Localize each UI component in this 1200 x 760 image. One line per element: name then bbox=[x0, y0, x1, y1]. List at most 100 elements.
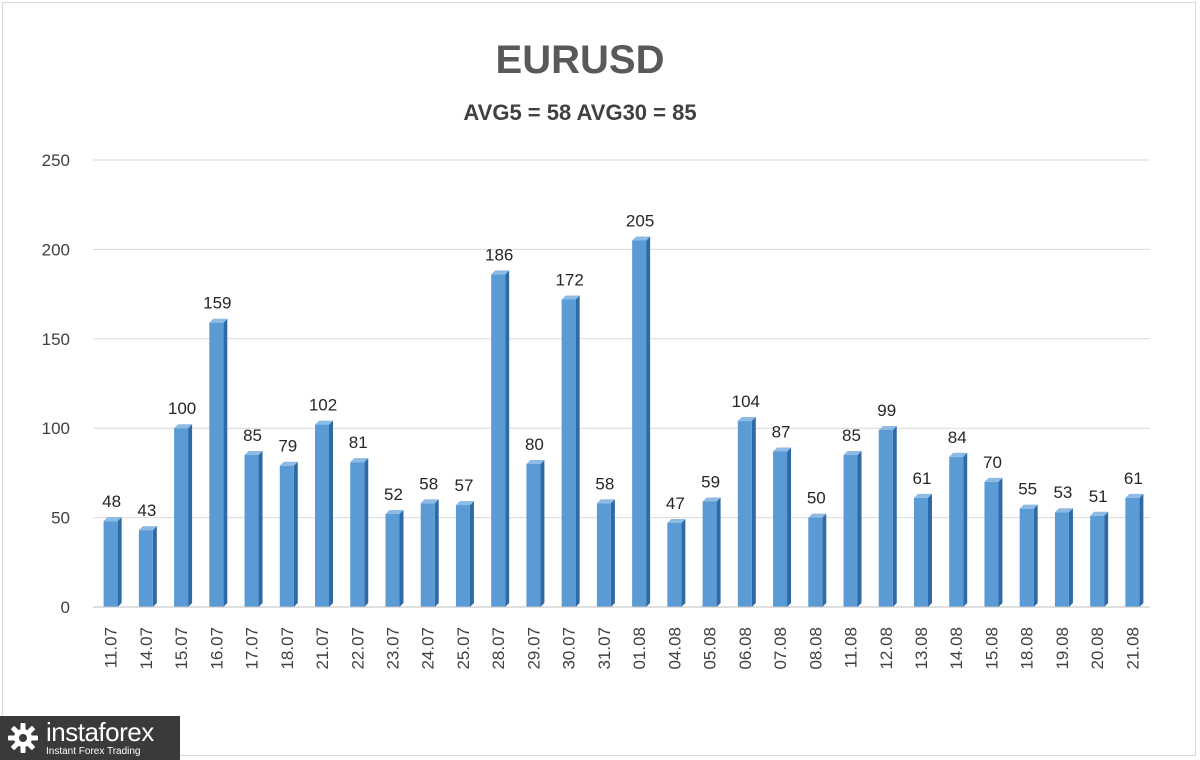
bar-side bbox=[963, 452, 968, 607]
bar-top bbox=[103, 517, 122, 522]
x-tick-label: 07.08 bbox=[771, 627, 790, 670]
y-tick-label: 50 bbox=[51, 509, 70, 528]
bar-top bbox=[596, 499, 615, 504]
bar-side bbox=[716, 497, 721, 607]
bar bbox=[1054, 512, 1069, 607]
bar bbox=[491, 274, 506, 607]
x-tick-label: 15.08 bbox=[982, 627, 1001, 670]
bar-top bbox=[667, 518, 686, 523]
data-label: 186 bbox=[485, 245, 513, 264]
bar bbox=[773, 451, 788, 607]
bar-side bbox=[117, 517, 122, 607]
x-tick-label: 13.08 bbox=[912, 627, 931, 670]
x-tick-label: 22.07 bbox=[348, 627, 367, 670]
bar-side bbox=[681, 518, 686, 607]
bar bbox=[1019, 508, 1034, 607]
bar bbox=[455, 505, 470, 607]
bar bbox=[667, 522, 682, 607]
x-tick-label: 17.07 bbox=[243, 627, 262, 670]
x-tick-label: 08.08 bbox=[806, 627, 825, 670]
y-tick-label: 150 bbox=[42, 330, 70, 349]
bar bbox=[138, 530, 153, 607]
bar-top bbox=[244, 451, 263, 456]
x-tick-label: 18.07 bbox=[278, 627, 297, 670]
data-label: 70 bbox=[983, 453, 1002, 472]
data-label: 55 bbox=[1018, 480, 1037, 499]
bar bbox=[244, 455, 259, 607]
bar-side bbox=[927, 493, 932, 607]
x-tick-label: 25.07 bbox=[454, 627, 473, 670]
x-tick-label: 28.07 bbox=[489, 627, 508, 670]
bar bbox=[561, 299, 576, 607]
data-label: 79 bbox=[278, 437, 297, 456]
bar bbox=[702, 501, 717, 607]
x-tick-label: 11.07 bbox=[102, 627, 121, 668]
x-tick-label: 23.07 bbox=[383, 627, 402, 670]
data-label: 47 bbox=[666, 494, 685, 513]
bar-side bbox=[1139, 493, 1144, 607]
chart-subtitle: AVG5 = 58 AVG30 = 85 bbox=[463, 100, 697, 125]
bar bbox=[209, 322, 224, 607]
data-label: 84 bbox=[948, 428, 967, 447]
x-tick-label: 05.08 bbox=[701, 627, 720, 670]
data-label: 205 bbox=[626, 211, 654, 230]
bar bbox=[420, 503, 435, 607]
y-tick-label: 200 bbox=[42, 240, 70, 259]
bar-top bbox=[984, 477, 1003, 482]
data-label: 52 bbox=[384, 485, 403, 504]
bar-top bbox=[737, 417, 756, 422]
bar-top bbox=[420, 499, 439, 504]
y-tick-label: 250 bbox=[42, 151, 70, 170]
x-tick-label: 30.07 bbox=[560, 627, 579, 670]
y-tick-label: 0 bbox=[61, 598, 70, 617]
bar-side bbox=[223, 318, 228, 607]
bar-top bbox=[949, 452, 968, 457]
chart-title: EURUSD bbox=[495, 38, 665, 82]
bar-side bbox=[258, 451, 263, 607]
instaforex-logo: instaforex Instant Forex Trading bbox=[0, 716, 180, 760]
bar-side bbox=[399, 510, 404, 607]
data-label: 87 bbox=[772, 422, 791, 441]
bar-side bbox=[152, 526, 157, 607]
data-label: 104 bbox=[732, 392, 760, 411]
data-label: 59 bbox=[701, 473, 720, 492]
bar bbox=[949, 456, 964, 607]
bar bbox=[279, 465, 294, 607]
bar-side bbox=[434, 499, 439, 607]
bar-top bbox=[279, 461, 298, 466]
bar-top bbox=[455, 501, 474, 506]
bar-side bbox=[751, 417, 756, 607]
bar bbox=[808, 517, 823, 607]
x-tick-label: 01.08 bbox=[630, 627, 649, 670]
data-label: 58 bbox=[419, 474, 438, 493]
bar bbox=[984, 481, 999, 607]
data-label: 57 bbox=[454, 476, 473, 495]
data-label: 172 bbox=[555, 270, 583, 289]
data-label: 48 bbox=[102, 492, 121, 511]
bar-top bbox=[138, 526, 157, 531]
bar-top bbox=[843, 451, 862, 456]
bar-top bbox=[913, 493, 932, 498]
data-label: 43 bbox=[137, 501, 156, 520]
bar-side bbox=[505, 270, 510, 607]
x-tick-label: 29.07 bbox=[524, 627, 543, 670]
data-label: 81 bbox=[349, 433, 368, 452]
bar-side bbox=[1104, 511, 1109, 607]
bar-side bbox=[188, 424, 193, 607]
x-tick-label: 11.08 bbox=[842, 627, 861, 668]
bar-side bbox=[575, 295, 580, 607]
data-label: 85 bbox=[243, 426, 262, 445]
bar-top bbox=[632, 236, 651, 241]
bar-top bbox=[1054, 508, 1073, 513]
bar-side bbox=[469, 501, 474, 607]
data-label: 50 bbox=[807, 489, 826, 508]
bar bbox=[737, 421, 752, 607]
bar-top bbox=[773, 447, 792, 452]
x-tick-label: 18.08 bbox=[1018, 627, 1037, 670]
x-tick-label: 19.08 bbox=[1053, 627, 1072, 670]
bar-side bbox=[329, 420, 334, 607]
bar-top bbox=[209, 318, 228, 323]
y-tick-label: 100 bbox=[42, 419, 70, 438]
